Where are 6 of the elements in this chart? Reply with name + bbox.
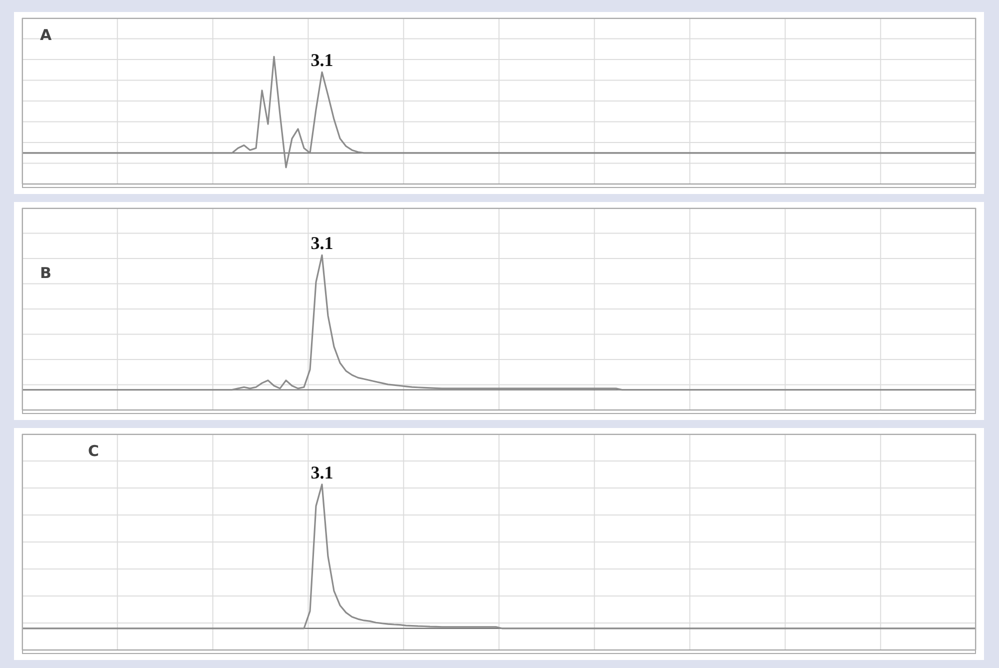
text: B [40,264,52,282]
annotation: 3.1 [310,233,334,254]
chart-title: A [40,26,52,44]
chart-title: C [88,442,100,460]
annotation: 3.1 [310,462,334,482]
annotation: 3.1 [310,50,334,70]
